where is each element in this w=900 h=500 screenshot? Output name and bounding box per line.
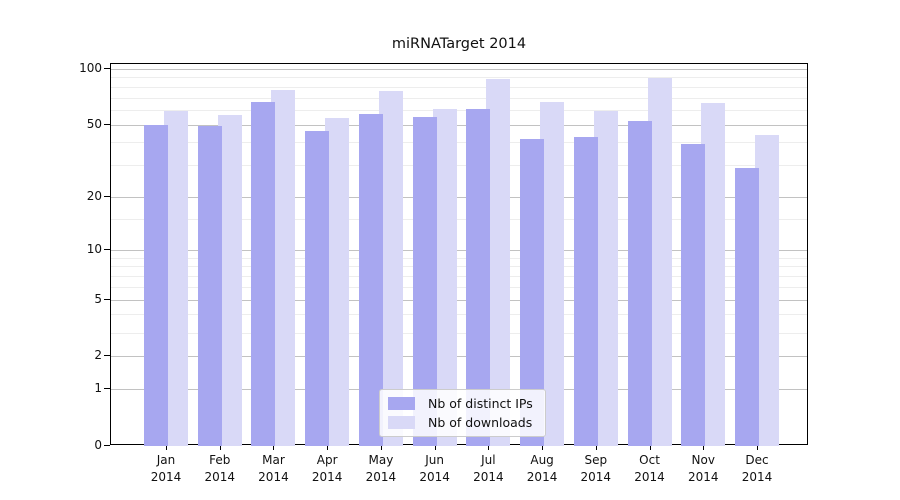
bar-downloads-aug (540, 102, 565, 446)
x-tick-mark (488, 445, 490, 450)
y-tick-label: 0 (94, 438, 102, 452)
legend-item-downloads: Nb of downloads (388, 415, 537, 430)
bar-downloads-jul (486, 79, 511, 446)
bar-distinct-ips-apr (305, 131, 330, 446)
x-tick-label: Apr 2014 (311, 453, 343, 484)
y-tick-mark (104, 355, 110, 357)
x-tick-mark (542, 445, 544, 450)
y-tick-mark (104, 388, 110, 390)
x-tick-mark (649, 445, 651, 450)
bar-downloads-oct (647, 78, 672, 446)
x-tick-label: Dec 2014 (741, 453, 773, 484)
y-tick-mark (104, 298, 110, 300)
bar-distinct-ips-sep (573, 136, 598, 446)
bar-downloads-mar (271, 89, 296, 446)
y-gridline-minor (111, 332, 807, 334)
y-gridline-minor (111, 257, 807, 259)
y-tick-label: 50 (86, 116, 102, 131)
bar-downloads-dec (755, 134, 779, 446)
y-tick-mark (104, 445, 110, 446)
y-gridline-minor (111, 97, 807, 99)
y-gridline (111, 197, 807, 199)
x-tick-mark (703, 445, 705, 450)
bar-downloads-may (378, 90, 403, 446)
bar-downloads-nov (701, 103, 726, 446)
y-gridline-minor (111, 77, 807, 79)
legend: Nb of distinct IPs Nb of downloads (379, 389, 546, 437)
chart-title: miRNATarget 2014 (391, 36, 527, 52)
legend-swatch-distinct-ips (388, 397, 415, 410)
x-tick-mark (166, 445, 167, 450)
y-gridline (111, 124, 807, 126)
y-tick-mark (104, 248, 110, 250)
x-tick-mark (273, 445, 275, 450)
x-tick-mark (380, 445, 382, 450)
x-tick-mark (434, 445, 436, 450)
y-tick-label: 20 (86, 189, 102, 204)
legend-label-distinct-ips: Nb of distinct IPs (428, 396, 533, 411)
legend-label-downloads: Nb of downloads (428, 415, 533, 430)
bar-downloads-feb (217, 115, 242, 446)
y-tick-label: 5 (94, 291, 102, 306)
y-gridline-minor (111, 314, 807, 316)
y-tick-label: 100 (79, 60, 102, 75)
x-tick-mark (757, 445, 758, 450)
bar-distinct-ips-feb (197, 126, 222, 446)
bar-distinct-ips-jan (144, 124, 168, 446)
y-gridline-minor (111, 266, 807, 268)
bar-downloads-apr (325, 118, 350, 446)
legend-swatch-downloads (388, 416, 415, 429)
y-gridline (111, 68, 807, 70)
x-tick-label: Jul 2014 (473, 453, 504, 484)
y-gridline-minor (111, 276, 807, 277)
y-tick-mark (104, 123, 110, 125)
y-gridline-minor (111, 142, 807, 144)
bar-downloads-sep (593, 111, 618, 446)
y-gridline-minor (111, 86, 807, 88)
bar-distinct-ips-may (358, 114, 383, 446)
x-tick-label: Oct 2014 (634, 453, 665, 484)
bar-distinct-ips-nov (681, 144, 706, 446)
y-gridline-minor (111, 165, 807, 167)
x-tick-label: Nov 2014 (687, 453, 719, 484)
y-gridline-minor (111, 109, 807, 111)
x-tick-label: Sep 2014 (580, 453, 612, 484)
y-gridline-minor (111, 219, 807, 221)
x-tick-label: Aug 2014 (526, 453, 558, 484)
legend-item-distinct-ips: Nb of distinct IPs (388, 396, 537, 411)
y-gridline (111, 299, 807, 301)
y-tick-label: 10 (86, 241, 102, 256)
x-tick-label: Mar 2014 (258, 453, 289, 484)
x-tick-mark (219, 445, 221, 450)
y-tick-label: 2 (94, 348, 102, 363)
x-tick-label: May 2014 (365, 453, 397, 484)
y-tick-mark (104, 196, 110, 198)
y-tick-label: 1 (94, 381, 102, 396)
bar-distinct-ips-oct (627, 121, 652, 446)
bar-distinct-ips-mar (251, 102, 276, 446)
x-tick-mark (595, 445, 597, 450)
y-tick-mark (104, 67, 110, 69)
y-gridline (111, 356, 807, 358)
bar-distinct-ips-dec (735, 167, 759, 446)
y-gridline (111, 249, 807, 251)
bar-downloads-jan (164, 111, 188, 446)
y-gridline-minor (111, 286, 807, 288)
x-tick-mark (327, 445, 329, 450)
x-tick-label: Jan 2014 (150, 453, 182, 484)
x-tick-label: Feb 2014 (204, 453, 235, 484)
plot-area (110, 63, 808, 446)
x-tick-label: Jun 2014 (419, 453, 450, 484)
